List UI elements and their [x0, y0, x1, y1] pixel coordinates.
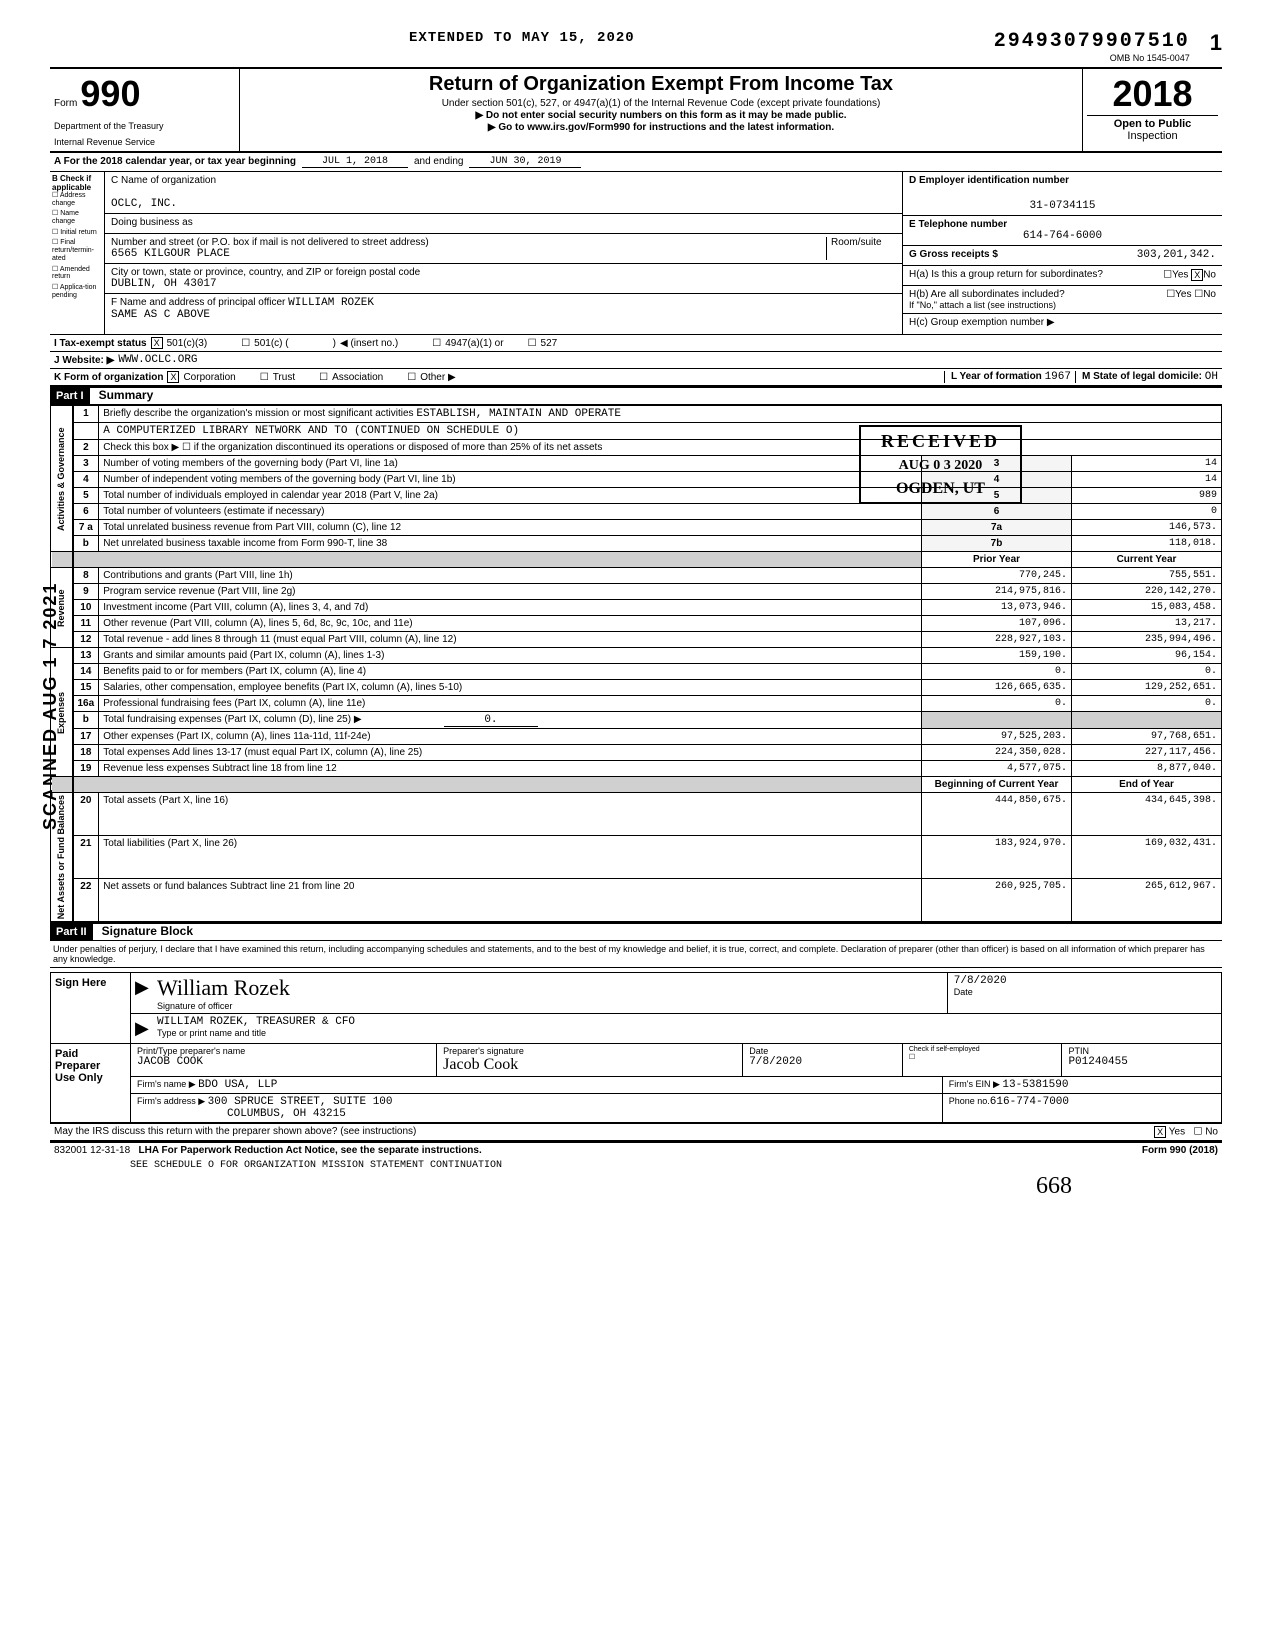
chk-addr: ☐ Address change — [52, 192, 102, 207]
form-label: Form — [54, 98, 77, 109]
preparer-signature: Jacob Cook — [443, 1056, 736, 1074]
hb-note: If "No," attach a list (see instructions… — [909, 300, 1216, 310]
page-number: 1 — [1210, 30, 1222, 56]
penalties-text: Under penalties of perjury, I declare th… — [50, 941, 1222, 968]
may-irs-row: May the IRS discuss this return with the… — [50, 1124, 1222, 1142]
hb-label: H(b) Are all subordinates included? — [909, 289, 1065, 300]
preparer-date: 7/8/2020 — [749, 1056, 896, 1068]
handwritten-number: 668 — [50, 1173, 1222, 1200]
officer-name: WILLIAM ROZEK — [288, 297, 374, 309]
main-title: Return of Organization Exempt From Incom… — [248, 73, 1074, 96]
telephone: 614-764-6000 — [909, 230, 1216, 242]
part-2-header: Part II Signature Block — [50, 922, 1222, 941]
open-public-1: Open to Public — [1087, 115, 1218, 130]
firm-addr1: 300 SPRUCE STREET, SUITE 100 — [208, 1096, 393, 1108]
chk-app: ☐ Applica-tion pending — [52, 284, 102, 299]
officer-label: F Name and address of principal officer — [111, 297, 285, 308]
year-begin: JUL 1, 2018 — [302, 156, 408, 168]
chk-final: ☐ Final return/termin-ated — [52, 239, 102, 262]
hc-label: H(c) Group exemption number ▶ — [903, 314, 1222, 334]
year-end: JUN 30, 2019 — [469, 156, 581, 168]
extended-date: EXTENDED TO MAY 15, 2020 — [409, 30, 635, 46]
addr-label: Number and street (or P.O. box if mail i… — [111, 237, 826, 248]
ha-label: H(a) Is this a group return for subordin… — [909, 269, 1103, 280]
part-1-header: Part I Summary — [50, 386, 1222, 405]
row-j: J Website: ▶ WWW.OCLC.ORG — [50, 352, 1222, 369]
dln: 29493079907510 — [994, 30, 1190, 53]
ein-label: D Employer identification number — [909, 175, 1069, 186]
summary-table: Activities & Governance1Briefly describe… — [50, 405, 1222, 922]
subtitle: Under section 501(c), 527, or 4947(a)(1)… — [248, 98, 1074, 109]
officer-signature: William Rozek — [157, 975, 941, 1001]
preparer-name: JACOB COOK — [137, 1056, 430, 1068]
officer-printed-name: WILLIAM ROZEK, TREASURER & CFO — [157, 1016, 1215, 1028]
line-a: A For the 2018 calendar year, or tax yea… — [50, 153, 1222, 172]
line-a-label: A For the 2018 calendar year, or tax yea… — [54, 156, 296, 168]
tel-label: E Telephone number — [909, 219, 1007, 230]
gross-receipts: 303,201,342. — [1137, 249, 1216, 261]
tax-year: 2018 — [1087, 73, 1218, 115]
and-ending: and ending — [414, 156, 464, 168]
received-stamp: RECEIVED AUG 0 3 2020 OGDEN, UT — [859, 425, 1022, 504]
firm-phone: 616-774-7000 — [990, 1096, 1069, 1108]
dept-treasury: Department of the Treasury — [54, 121, 235, 131]
name-label: C Name of organization — [111, 175, 896, 186]
open-public-2: Inspection — [1087, 130, 1218, 142]
org-name: OCLC, INC. — [111, 198, 896, 210]
dba-label: Doing business as — [105, 214, 902, 234]
footer: 832001 12-31-18 LHA For Paperwork Reduct… — [50, 1142, 1222, 1158]
chk-initial: ☐ Initial return — [52, 229, 102, 237]
city-state-zip: DUBLIN, OH 43017 — [111, 278, 896, 290]
gross-label: G Gross receipts $ — [909, 249, 998, 260]
signature-block: Sign Here ▶ William Rozek Signature of o… — [50, 972, 1222, 1124]
firm-addr2: COLUMBUS, OH 43215 — [227, 1108, 346, 1120]
firm-ein: 13-5381590 — [1002, 1079, 1068, 1091]
top-row: EXTENDED TO MAY 15, 2020 29493079907510 … — [50, 30, 1222, 63]
sign-here-label: Sign Here — [51, 973, 131, 1043]
room-suite-label: Room/suite — [826, 237, 896, 260]
chk-name: ☐ Name change — [52, 210, 102, 225]
website: WWW.OCLC.ORG — [118, 354, 197, 366]
org-info-grid: B Check if applicable ☐ Address change ☐… — [50, 172, 1222, 335]
schedule-o-note: SEE SCHEDULE O FOR ORGANIZATION MISSION … — [50, 1158, 1222, 1173]
form-number: 990 — [80, 73, 140, 114]
omb-number: OMB No 1545-0047 — [994, 53, 1190, 63]
dept-irs: Internal Revenue Service — [54, 137, 235, 147]
form-header: Form 990 Department of the Treasury Inte… — [50, 67, 1222, 153]
ptin: P01240455 — [1068, 1056, 1215, 1068]
firm-name: BDO USA, LLP — [198, 1079, 277, 1091]
chk-amended: ☐ Amended return — [52, 266, 102, 281]
street-address: 6565 KILGOUR PLACE — [111, 248, 826, 260]
city-label: City or town, state or province, country… — [111, 267, 896, 278]
sign-date: 7/8/2020 — [954, 975, 1215, 987]
row-i: I Tax-exempt status X501(c)(3) ☐ 501(c) … — [50, 335, 1222, 352]
col-b-header: B Check if applicable — [52, 174, 91, 192]
instruction-1: ▶ Do not enter social security numbers o… — [248, 110, 1074, 121]
instruction-2: ▶ Go to www.irs.gov/Form990 for instruct… — [248, 122, 1074, 133]
officer-addr: SAME AS C ABOVE — [111, 309, 896, 321]
ein: 31-0734115 — [909, 200, 1216, 212]
row-k: K Form of organization XCorporation ☐ Tr… — [50, 369, 1222, 386]
